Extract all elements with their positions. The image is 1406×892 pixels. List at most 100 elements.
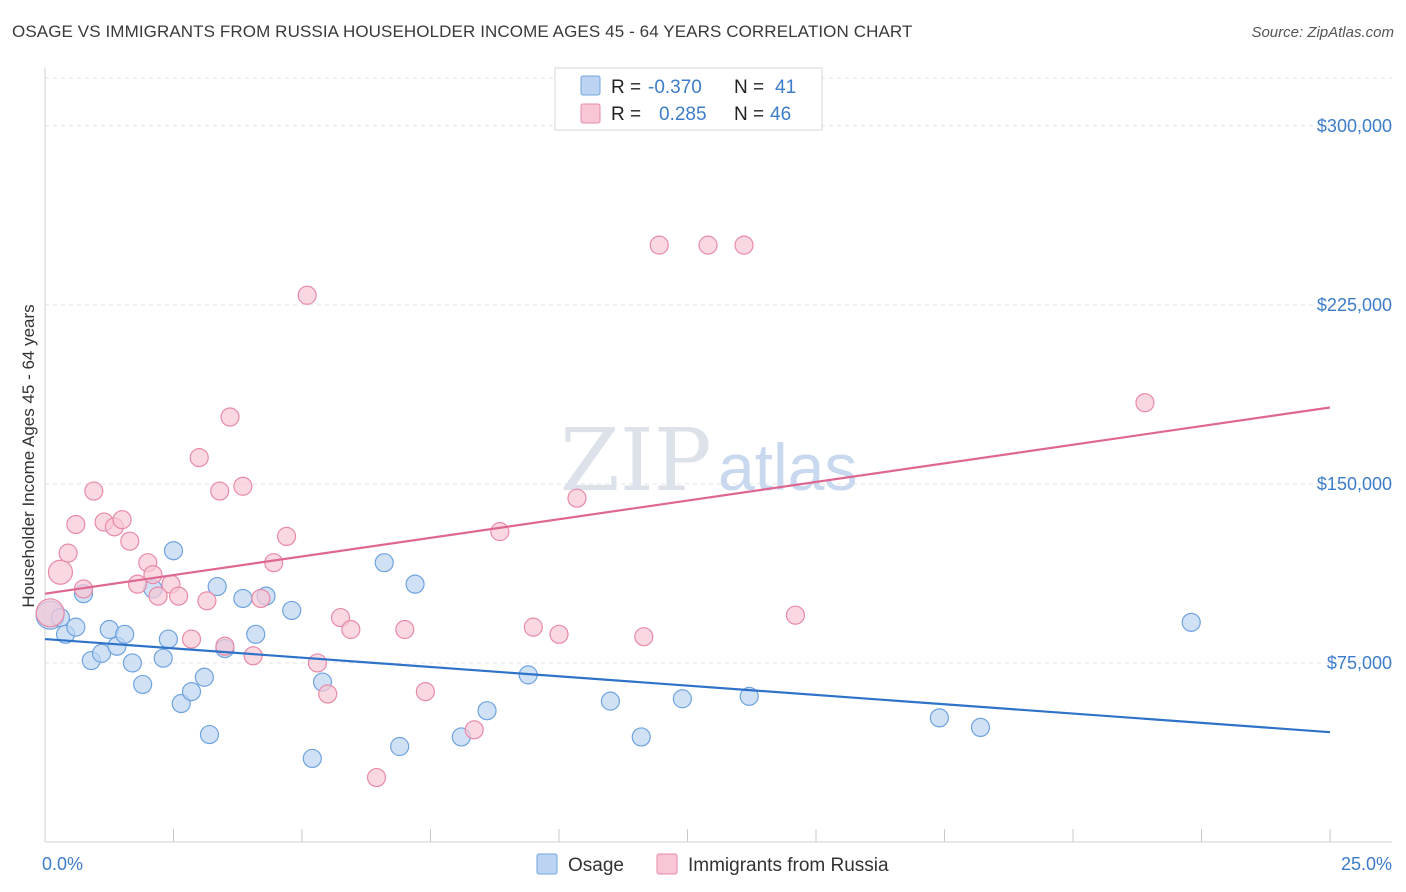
point-osage-26 (302, 748, 322, 769)
legend-n-value-osage: 41 (775, 77, 796, 98)
trend-line-osage (44, 637, 1331, 734)
point-osage-6 (91, 643, 112, 663)
point-russia-36 (490, 522, 510, 542)
point-russia-13 (148, 586, 168, 606)
legend-n-label-russia: N = (734, 104, 764, 125)
point-osage-30 (405, 574, 425, 594)
point-russia-12 (143, 564, 163, 585)
y-tick-label-2: $225,000 (1317, 295, 1392, 315)
point-osage-11 (133, 674, 153, 695)
point-osage-22 (233, 588, 253, 609)
point-osage-3 (66, 617, 86, 637)
legend-r-label-russia: R = (611, 104, 641, 125)
point-russia-21 (220, 407, 240, 427)
y-tick-label-1: $150,000 (1317, 474, 1392, 494)
axes (44, 68, 1392, 843)
x-tick-label-max: 25.0% (1341, 854, 1392, 874)
legend-r-label-osage: R = (611, 77, 641, 98)
bottom-legend-swatch-osage (536, 853, 558, 875)
point-russia-42 (698, 235, 718, 255)
point-russia-45 (1135, 393, 1155, 413)
legend-n-label-osage: N = (734, 77, 764, 98)
point-osage-29 (390, 736, 410, 757)
point-osage-23 (246, 624, 266, 644)
point-russia-16 (181, 629, 202, 649)
point-russia-27 (297, 285, 317, 305)
point-russia-1 (47, 559, 74, 585)
point-russia-0 (35, 598, 65, 628)
point-russia-29 (318, 684, 338, 704)
point-osage-13 (153, 648, 173, 668)
point-russia-18 (197, 591, 217, 611)
point-osage-34 (600, 691, 621, 711)
point-russia-39 (567, 488, 587, 508)
watermark: ZIP atlas (560, 411, 857, 511)
bottom-legend-osage: Osage (568, 855, 624, 876)
trend-line-russia (44, 406, 1331, 595)
y-axis-title: Householder Income Ages 45 - 64 years (19, 304, 38, 607)
point-russia-33 (395, 619, 415, 640)
data-points (35, 235, 1201, 788)
legend-swatch-osage (580, 75, 601, 96)
point-osage-10 (122, 653, 142, 673)
point-osage-37 (739, 686, 759, 706)
point-russia-17 (189, 448, 209, 468)
point-osage-9 (115, 624, 135, 644)
point-osage-35 (631, 727, 651, 747)
bottom-legend-russia: Immigrants from Russia (688, 855, 889, 876)
point-russia-38 (549, 624, 569, 644)
source-label: Source: ZipAtlas.com (1251, 24, 1394, 41)
point-osage-19 (199, 724, 220, 745)
point-russia-19 (210, 481, 230, 501)
point-russia-37 (523, 617, 543, 637)
point-russia-28 (307, 653, 328, 673)
trend-lines (44, 406, 1331, 734)
point-osage-14 (158, 629, 178, 649)
correlation-legend: R = -0.370 N = 41 R = 0.285 N = 46 (554, 67, 823, 131)
point-russia-8 (112, 510, 132, 530)
point-russia-43 (734, 235, 754, 255)
point-russia-34 (415, 681, 435, 702)
point-osage-15 (163, 541, 184, 561)
point-russia-2 (58, 543, 78, 563)
legend-swatch-russia (580, 103, 601, 124)
point-osage-40 (1181, 612, 1201, 632)
point-russia-26 (276, 526, 297, 547)
chart-title: OSAGE VS IMMIGRANTS FROM RUSSIA HOUSEHOL… (12, 22, 913, 41)
point-osage-25 (282, 600, 302, 621)
grid-lines (45, 77, 1392, 664)
point-russia-10 (127, 574, 148, 594)
legend-n-value-russia: 46 (770, 104, 791, 125)
bottom-legend-swatch-russia (656, 853, 678, 875)
series-legend: Osage Immigrants from Russia (536, 853, 889, 876)
point-osage-39 (970, 717, 991, 738)
point-russia-44 (785, 605, 806, 625)
y-tick-label-0: $75,000 (1327, 653, 1392, 673)
x-tick-label-min: 0.0% (42, 854, 83, 874)
point-russia-23 (243, 646, 263, 666)
point-osage-18 (194, 667, 214, 687)
point-russia-25 (264, 553, 284, 573)
point-russia-9 (120, 531, 140, 551)
legend-r-value-russia: 0.285 (659, 104, 707, 125)
y-tick-label-3: $300,000 (1317, 116, 1392, 136)
point-osage-32 (477, 701, 497, 721)
point-russia-5 (84, 481, 104, 501)
watermark-atlas: atlas (718, 430, 857, 504)
point-russia-35 (464, 720, 484, 740)
point-russia-31 (341, 619, 361, 640)
x-tick-labels: 0.0% 25.0% (42, 854, 1392, 874)
point-russia-15 (169, 586, 189, 606)
legend-r-value-osage: -0.370 (648, 77, 702, 98)
point-russia-22 (233, 476, 253, 496)
point-russia-3 (66, 514, 86, 535)
point-osage-28 (374, 553, 394, 573)
y-tick-labels: $75,000 $150,000 $225,000 $300,000 (1317, 116, 1392, 673)
point-osage-20 (207, 576, 227, 597)
point-russia-40 (634, 627, 654, 647)
point-russia-24 (251, 588, 271, 609)
point-osage-36 (672, 689, 692, 709)
point-osage-17 (181, 681, 202, 702)
point-russia-41 (649, 235, 669, 255)
